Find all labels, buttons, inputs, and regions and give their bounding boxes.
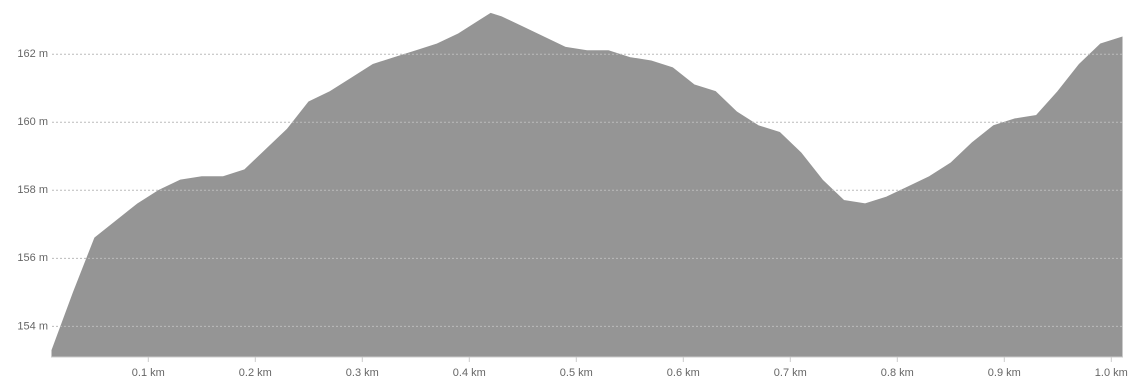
x-tick-label: 0.4 km: [453, 367, 486, 379]
x-tick-label: 0.8 km: [881, 367, 914, 379]
x-tick-label: 0.5 km: [560, 367, 593, 379]
x-tick-label: 0.2 km: [239, 367, 272, 379]
x-tick-label: 0.7 km: [774, 367, 807, 379]
x-tick-label: 1.0 km: [1095, 367, 1128, 379]
x-tick-label: 0.6 km: [667, 367, 700, 379]
y-tick-label: 156 m: [17, 252, 48, 264]
x-tick-label: 0.3 km: [346, 367, 379, 379]
y-tick-label: 154 m: [17, 320, 48, 332]
x-tick-label: 0.1 km: [132, 367, 165, 379]
x-tick-label: 0.9 km: [988, 367, 1021, 379]
y-tick-label: 158 m: [17, 184, 48, 196]
elevation-area: [51, 12, 1123, 358]
y-tick-label: 162 m: [17, 48, 48, 60]
y-tick-label: 160 m: [17, 116, 48, 128]
